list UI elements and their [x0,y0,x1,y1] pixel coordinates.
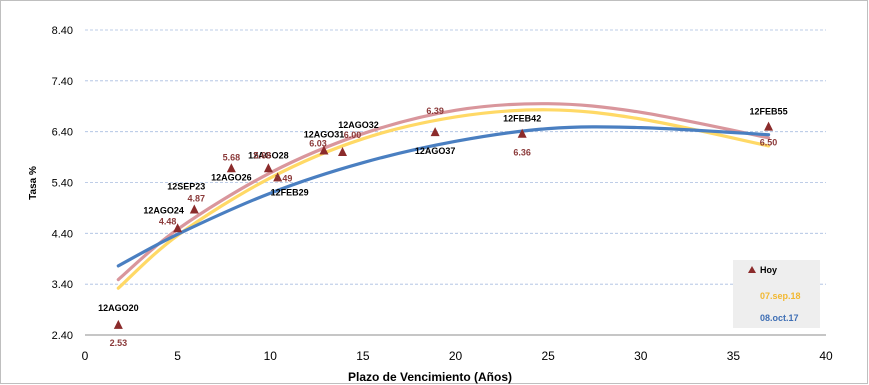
point-value-label: 5.68 [254,150,272,160]
point-name-label: 12AGO37 [415,146,456,156]
y-axis-title: Tasa % [28,166,39,200]
curve-hoy-fit [116,102,771,282]
x-tick-label: 30 [634,349,648,363]
y-tick-label: 8.40 [52,25,73,37]
point-value-label: 6.03 [309,138,327,148]
x-tick-label: 25 [541,349,555,363]
data-point-12ago32 [337,147,347,156]
x-tick-label: 35 [727,349,741,363]
legend-label-sep18: 07.sep.18 [760,291,801,301]
x-tick-label: 15 [356,349,370,363]
legend-box [733,260,820,328]
point-value-label: 4.48 [159,216,177,226]
y-tick-label: 4.40 [52,228,73,240]
curve-08oct17 [116,125,771,268]
point-value-label: 2.53 [110,338,128,348]
grid-lines [85,29,826,285]
legend-label-oct17: 08.oct.17 [760,313,799,323]
data-point-12ago28 [263,163,273,173]
point-value-label: 5.49 [275,173,293,183]
legend: Hoy 07.sep.18 08.oct.17 [733,260,820,328]
point-value-label: 6.50 [760,138,778,148]
y-tick-label: 3.40 [52,279,73,291]
x-tick-label: 10 [264,349,278,363]
y-tick-label: 2.40 [52,330,73,342]
point-name-label: 12AGO31 [304,129,345,139]
x-tick-label: 0 [82,349,89,363]
point-name-label: 12AGO26 [211,172,252,182]
point-value-label: 6.00 [344,130,362,140]
y-tick-labels: 2.40 3.40 4.40 5.40 6.40 7.40 8.40 [52,25,73,342]
y-tick-label: 7.40 [52,76,73,88]
x-tick-label: 20 [449,349,463,363]
point-name-label: 12SEP23 [167,181,205,191]
point-value-label: 6.39 [426,106,444,116]
point-value-label: 6.36 [513,148,531,158]
curve-07sep18 [116,108,771,290]
x-axis-title: Plazo de Vencimiento (Años) [348,370,512,384]
data-point-12feb29 [273,172,283,182]
point-name-label: 12AGO28 [248,150,289,160]
y-tick-label: 5.40 [52,178,73,190]
legend-marker-hoy [748,266,756,273]
data-point-12ago20 [113,319,123,329]
data-point-12feb42 [517,128,527,138]
x-tick-label: 5 [174,349,181,363]
point-value-label: 4.87 [188,193,206,203]
point-name-label: 12AGO24 [143,205,184,215]
point-name-label: 12AGO20 [98,303,139,313]
point-value-label: 5.68 [223,152,241,162]
y-tick-label: 6.40 [52,127,73,139]
legend-label-hoy: Hoy [760,265,777,275]
data-point-12ago37 [430,127,440,137]
axes: Plazo de Vencimiento (Años) Tasa % [28,166,826,384]
fitted-curves [116,102,771,290]
data-point-12sep23 [189,204,199,214]
data-point-12ago24 [173,223,183,233]
data-point-12feb55 [764,121,774,131]
point-name-label: 12FEB29 [271,187,309,197]
x-tick-labels: 0 5 10 15 20 25 30 35 40 [82,349,833,363]
x-tick-label: 40 [819,349,833,363]
data-point-12ago26 [226,163,236,173]
point-name-label: 12AGO32 [338,120,379,130]
point-name-label: 12FEB42 [503,114,541,124]
data-point-12ago31 [319,145,329,155]
point-name-label: 12FEB55 [750,107,788,117]
